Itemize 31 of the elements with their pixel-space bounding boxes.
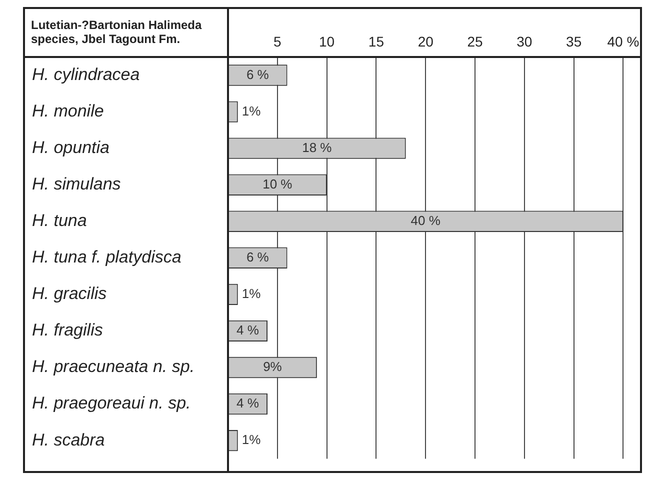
data-label: 10 % bbox=[262, 176, 293, 192]
x-tick-label: 30 bbox=[516, 33, 532, 50]
data-label: 1% bbox=[242, 286, 262, 302]
y-tick-label: H. monile bbox=[32, 102, 104, 121]
x-tick-label: 25 bbox=[467, 33, 484, 50]
data-label: 1% bbox=[242, 432, 262, 448]
x-tick-label: 40 % bbox=[607, 33, 640, 50]
x-tick-label: 10 bbox=[319, 33, 335, 50]
data-label: 4 % bbox=[236, 322, 260, 338]
y-tick-label: H. tuna f. platydisca bbox=[32, 248, 182, 267]
y-tick-label: H. opuntia bbox=[32, 138, 110, 158]
data-label: 4 % bbox=[236, 396, 260, 411]
y-tick-label: H. cylindracea bbox=[32, 65, 140, 84]
x-tick-label: 20 bbox=[418, 33, 434, 50]
data-label: 6 % bbox=[246, 249, 270, 264]
data-label: 9% bbox=[263, 359, 282, 374]
data-label: 6 % bbox=[246, 66, 270, 82]
y-tick-label: H. scabra bbox=[32, 430, 105, 450]
y-tick-label: H. tuna bbox=[32, 211, 87, 230]
data-label: 18 % bbox=[302, 140, 332, 155]
text: Lutetian-?Bartonian Halimeda species, Jbel Tagount Fm. bbox=[31, 18, 202, 46]
y-tick-label: H. gracilis bbox=[32, 284, 108, 304]
x-tick-label: 5 bbox=[274, 33, 282, 50]
y-tick-label: H. praegoreaui n. sp. bbox=[32, 394, 191, 413]
y-tick-label: H. praecuneata n. sp. bbox=[32, 357, 195, 376]
y-tick-label: H. fragilis bbox=[32, 320, 104, 340]
x-tick-label: 35 bbox=[566, 33, 582, 50]
x-tick-label: 15 bbox=[368, 33, 384, 50]
data-label: 1% bbox=[242, 103, 262, 118]
y-tick-label: H. simulans bbox=[32, 174, 122, 194]
data-label: 40 % bbox=[410, 212, 441, 228]
